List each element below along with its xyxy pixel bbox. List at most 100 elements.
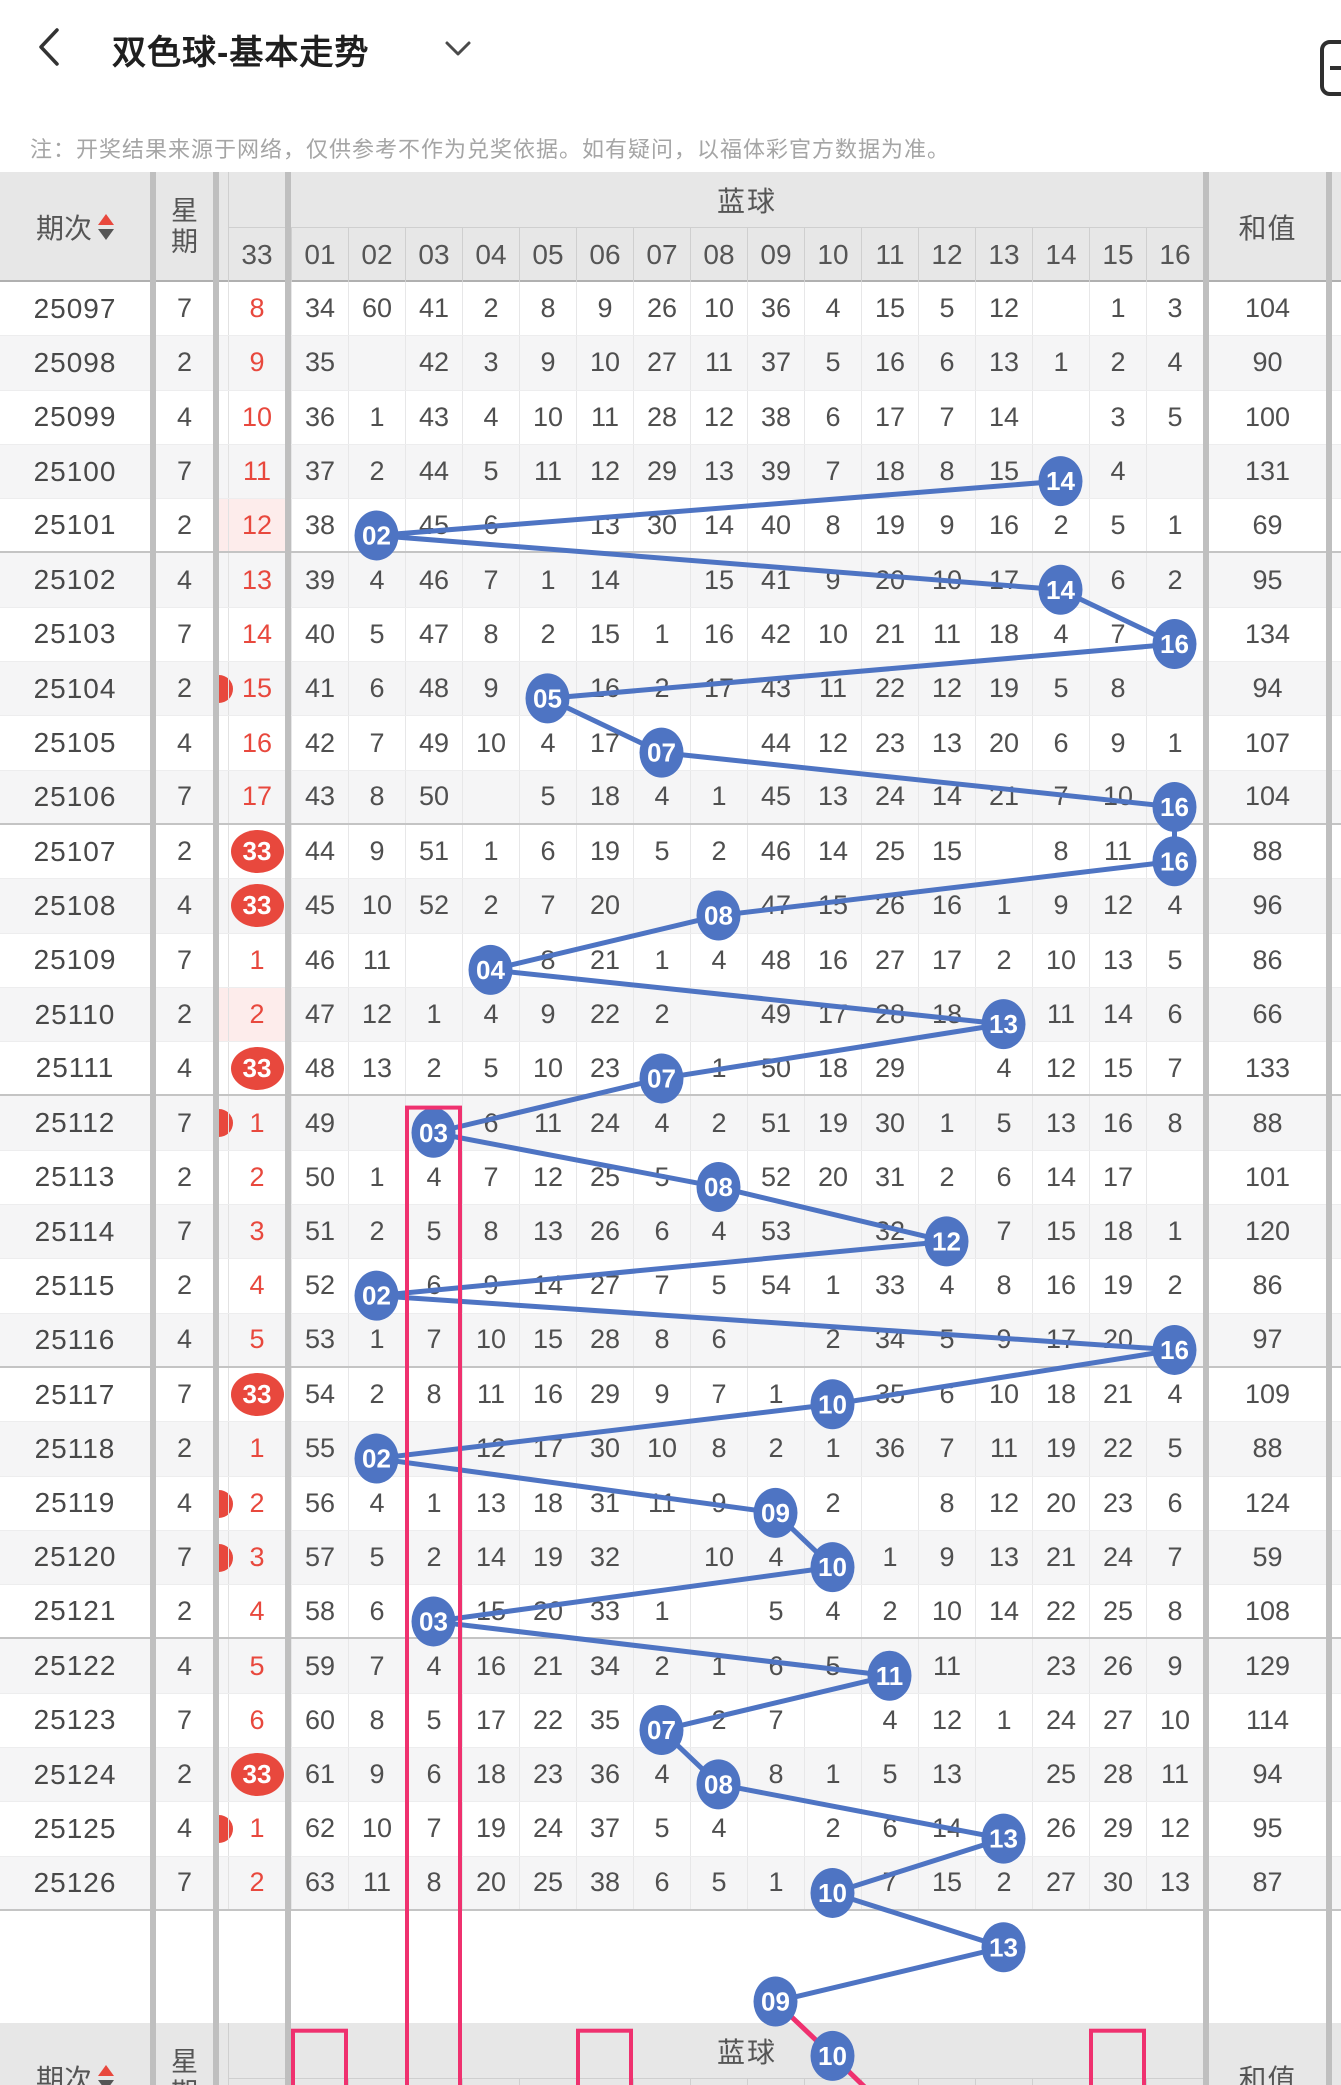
ball-cell: 46 [405, 553, 462, 607]
ball-cell: 45 [747, 770, 804, 823]
miss33-value: 2 [249, 1487, 265, 1518]
ball-cell: 10 [690, 282, 747, 336]
ball-cell: 1 [633, 1585, 690, 1638]
ball-cell: 1 [462, 824, 519, 879]
sort-down-icon[interactable] [98, 2080, 114, 2085]
ball-cell: 10 [519, 390, 576, 444]
ball-cell: 23 [861, 716, 918, 770]
column-header-weekday: 星期 [156, 172, 213, 282]
ball-cell: 54 [291, 1367, 348, 1422]
weekday-char: 星 [171, 2047, 198, 2077]
weekday-cell: 7 [176, 1867, 193, 1898]
column-header-33-spacer [228, 172, 285, 227]
ball-cell: 21 [519, 1639, 576, 1693]
miss33-cell: 11 [228, 444, 285, 499]
ball-cell: 2 [804, 1802, 861, 1856]
ball-cell: 47 [405, 607, 462, 662]
corner-menu-icon[interactable] [1320, 40, 1341, 96]
ball-cell: 7 [405, 1802, 462, 1856]
ball-cell: 1 [1146, 1205, 1203, 1259]
ball-cell: 2 [633, 987, 690, 1042]
ball-cell: 10 [804, 607, 861, 662]
period-cell: 25122 [33, 1650, 117, 1682]
column-header-period[interactable]: 期次 [0, 2023, 150, 2085]
column-header-ball: 05 [519, 2078, 576, 2085]
ball-cell: 24 [1089, 1530, 1146, 1585]
ball-cell: 6 [348, 662, 405, 716]
ball-cell: 10 [519, 1042, 576, 1095]
weekday-cell: 7 [176, 1216, 193, 1247]
miss33-cell: 5 [228, 1639, 285, 1693]
ball-cell: 16 [519, 1367, 576, 1422]
sum-cell: 108 [1244, 1595, 1291, 1626]
ball-cell: 36 [291, 390, 348, 444]
sum-cell: 100 [1244, 401, 1291, 432]
ball-cell: 8 [462, 1205, 519, 1259]
column-header-ball: 04 [462, 2078, 519, 2085]
ball-cell: 26 [576, 1205, 633, 1259]
period-cell: 25116 [34, 1323, 116, 1355]
ball-cell: 5 [861, 1748, 918, 1802]
ball-cell: 13 [348, 1042, 405, 1095]
ball-cell: 3 [1032, 553, 1089, 607]
ball-cell: 25 [1089, 1585, 1146, 1638]
period-cell: 25103 [33, 618, 117, 650]
ball-cell: 49 [405, 716, 462, 770]
ball-cell: 10 [690, 1530, 747, 1585]
table-row: 25098 2 9 35 42 3 9 10 27 11 37 5 16 6 13 1 2 4 90 [0, 336, 1341, 391]
ball-cell: 22 [576, 987, 633, 1042]
ball-cell: 11 [918, 1639, 975, 1693]
corner-menu-dash [1330, 66, 1341, 70]
back-icon[interactable] [36, 26, 62, 68]
table-row: 25124 2 33 61 9 6 18 23 36 4 3 8 1 5 13 25 28 11 94 [0, 1748, 1341, 1803]
ball-cell: 1 [405, 1476, 462, 1530]
ball-cell [633, 1530, 690, 1585]
period-cell: 25099 [33, 401, 117, 433]
page-title[interactable]: 双色球-基本走势 [112, 34, 370, 72]
sort-arrows[interactable] [98, 214, 114, 240]
column-header-period[interactable]: 期次 [0, 172, 150, 282]
ball-cell: 5 [1089, 499, 1146, 552]
ball-cell: 10 [918, 1585, 975, 1638]
sort-up-icon[interactable] [98, 2065, 114, 2076]
ball-cell: 4 [348, 1476, 405, 1530]
ball-cell: 43 [405, 390, 462, 444]
ball-cell: 5 [405, 1693, 462, 1748]
weekday-char: 期 [171, 227, 198, 257]
ball-cell: 3 [747, 1476, 804, 1530]
ball-cell: 42 [747, 607, 804, 662]
ball-cell: 2 [519, 607, 576, 662]
miss33-value: 11 [242, 456, 272, 487]
red-notch-marker [219, 675, 233, 704]
period-cell: 25120 [33, 1541, 117, 1573]
ball-cell: 1 [861, 1530, 918, 1585]
table-row: 25103 7 14 40 5 47 8 2 15 1 16 42 10 21 11 18 4 7 134 [0, 607, 1341, 663]
ball-cell: 5 [918, 282, 975, 336]
sort-arrows[interactable] [98, 2065, 114, 2085]
weekday-char: 期 [171, 2078, 198, 2085]
weekday-cell: 2 [176, 1595, 193, 1626]
chevron-down-icon[interactable] [444, 40, 472, 58]
ball-cell: 25 [861, 824, 918, 879]
ball-cell [975, 1639, 1032, 1693]
sum-cell: 104 [1244, 781, 1291, 812]
ball-cell: 3 [690, 1150, 747, 1205]
ball-cell [462, 770, 519, 823]
ball-cell: 5 [405, 1205, 462, 1259]
ball-cell: 9 [519, 336, 576, 390]
ball-cell: 9 [462, 1259, 519, 1313]
sort-up-icon[interactable] [98, 214, 114, 225]
ball-cell: 7 [405, 1313, 462, 1366]
ball-cell: 29 [1089, 1802, 1146, 1856]
ball-cell: 59 [291, 1639, 348, 1693]
ball-cell: 16 [462, 1639, 519, 1693]
ball-cell: 11 [804, 662, 861, 716]
ball-cell [1032, 390, 1089, 444]
ball-cell: 8 [690, 1422, 747, 1476]
sort-down-icon[interactable] [98, 229, 114, 240]
table-row: 25118 2 1 55 3 12 17 30 10 8 2 1 36 7 11 19 22 5 88 [0, 1422, 1341, 1477]
ball-cell: 19 [861, 499, 918, 552]
ball-cell: 48 [747, 933, 804, 987]
ball-cell: 2 [690, 824, 747, 879]
ball-cell: 10 [348, 879, 405, 933]
